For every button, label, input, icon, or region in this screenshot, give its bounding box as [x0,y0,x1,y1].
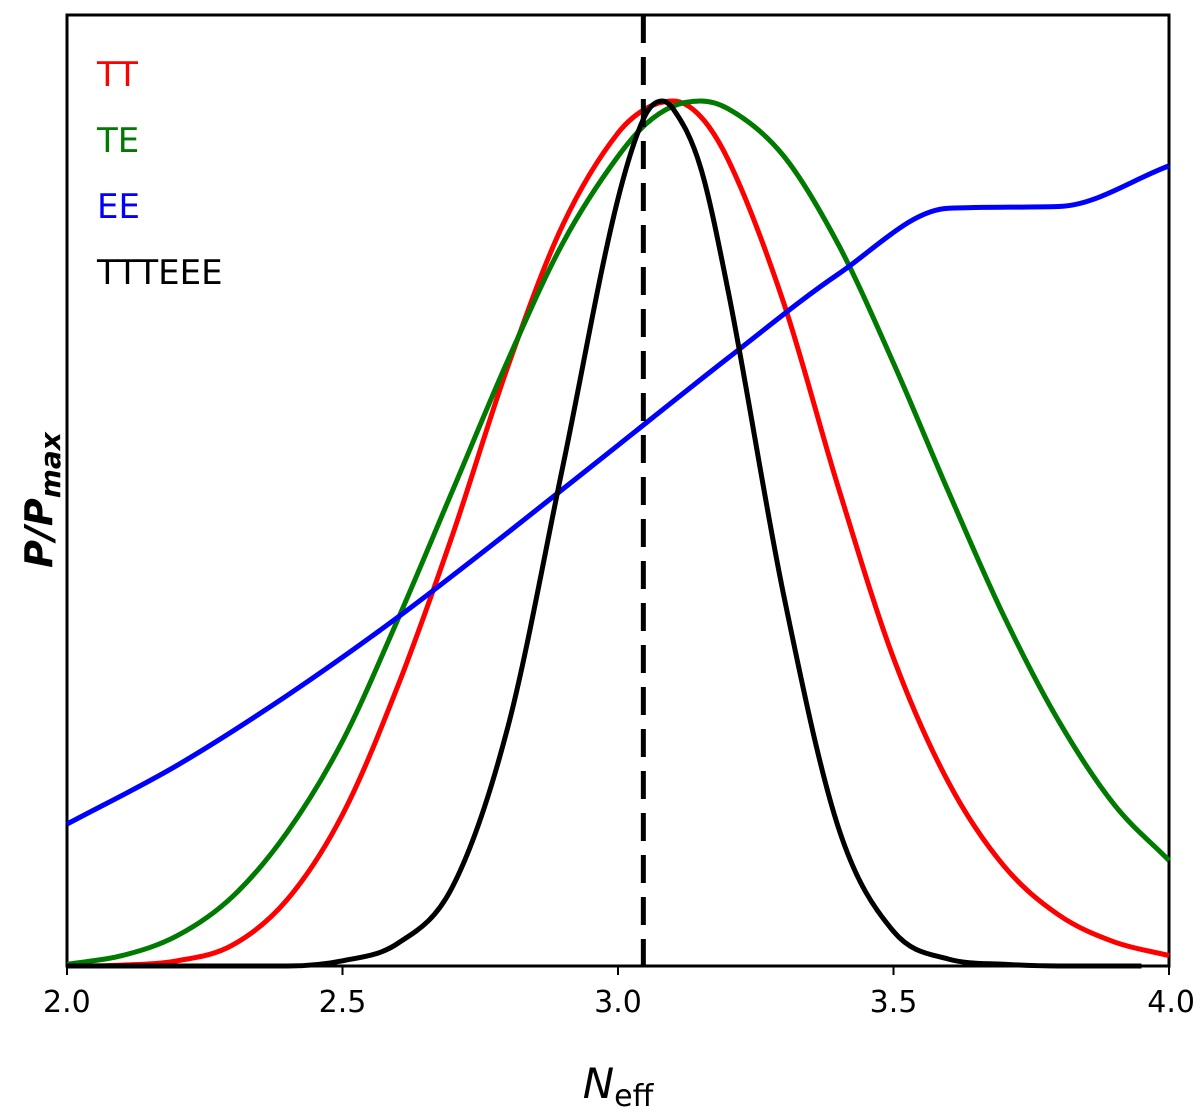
y-axis-label-sub: max [34,431,67,498]
x-tick-label: 3.0 [594,985,642,1020]
x-tick-label: 2.5 [319,985,367,1020]
legend-label-tt: TT [96,55,138,95]
y-axis-label-p2: P [17,498,61,526]
series-curves [65,98,1171,969]
y-axis-label-slash: / [17,523,61,544]
series-line-te [66,98,1171,967]
x-axis-label: Neff [583,1059,655,1114]
x-tick-label: 4.0 [1147,985,1195,1020]
legend-label-ttteee: TTTEEE [96,253,223,293]
x-tick-label: 2.0 [43,985,91,1020]
x-tick-label: 3.5 [870,985,918,1020]
legend-label-ee: EE [97,187,140,227]
series-line-tt [66,98,1170,969]
series-line-ee [65,163,1170,827]
x-axis-label-sub: eff [614,1079,654,1114]
x-ticks: 2.0 2.5 3.0 3.5 4.0 [43,966,1195,1020]
y-axis-label: P/Pmax [17,431,67,568]
x-axis-label-main: N [583,1059,614,1108]
y-axis-label-p1: P [17,540,61,568]
legend-label-te: TE [96,121,139,161]
series-line-ttteee [66,98,1142,969]
